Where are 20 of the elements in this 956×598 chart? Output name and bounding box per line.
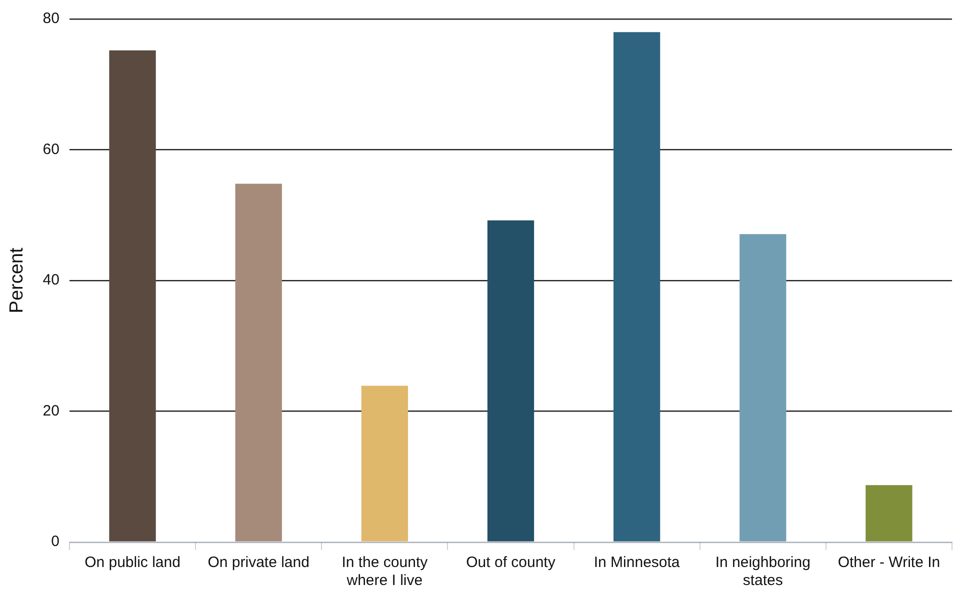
y-tick-label: 80 [42,10,60,28]
bar [487,220,534,542]
bar [740,234,786,542]
y-axis-title: Percent [6,247,28,314]
bar [361,386,408,542]
x-tick-label: On private land [208,554,310,572]
y-tick-label: 20 [42,402,60,420]
x-tick-label: In Minnesota [594,554,680,572]
x-tick-label: Other - Write In [838,554,940,572]
y-tick-label: 60 [42,140,60,158]
bar [866,485,912,542]
bar [109,50,156,542]
y-tick-label: 40 [42,272,60,289]
x-tick-label: In neighboring states [715,554,810,590]
bar [613,32,660,542]
x-tick-label: In the county where I live [342,554,428,590]
y-tick-label: 0 [51,533,60,550]
bar [235,184,282,542]
x-tick-label: Out of county [466,554,556,572]
x-tick-label: On public land [84,554,180,572]
